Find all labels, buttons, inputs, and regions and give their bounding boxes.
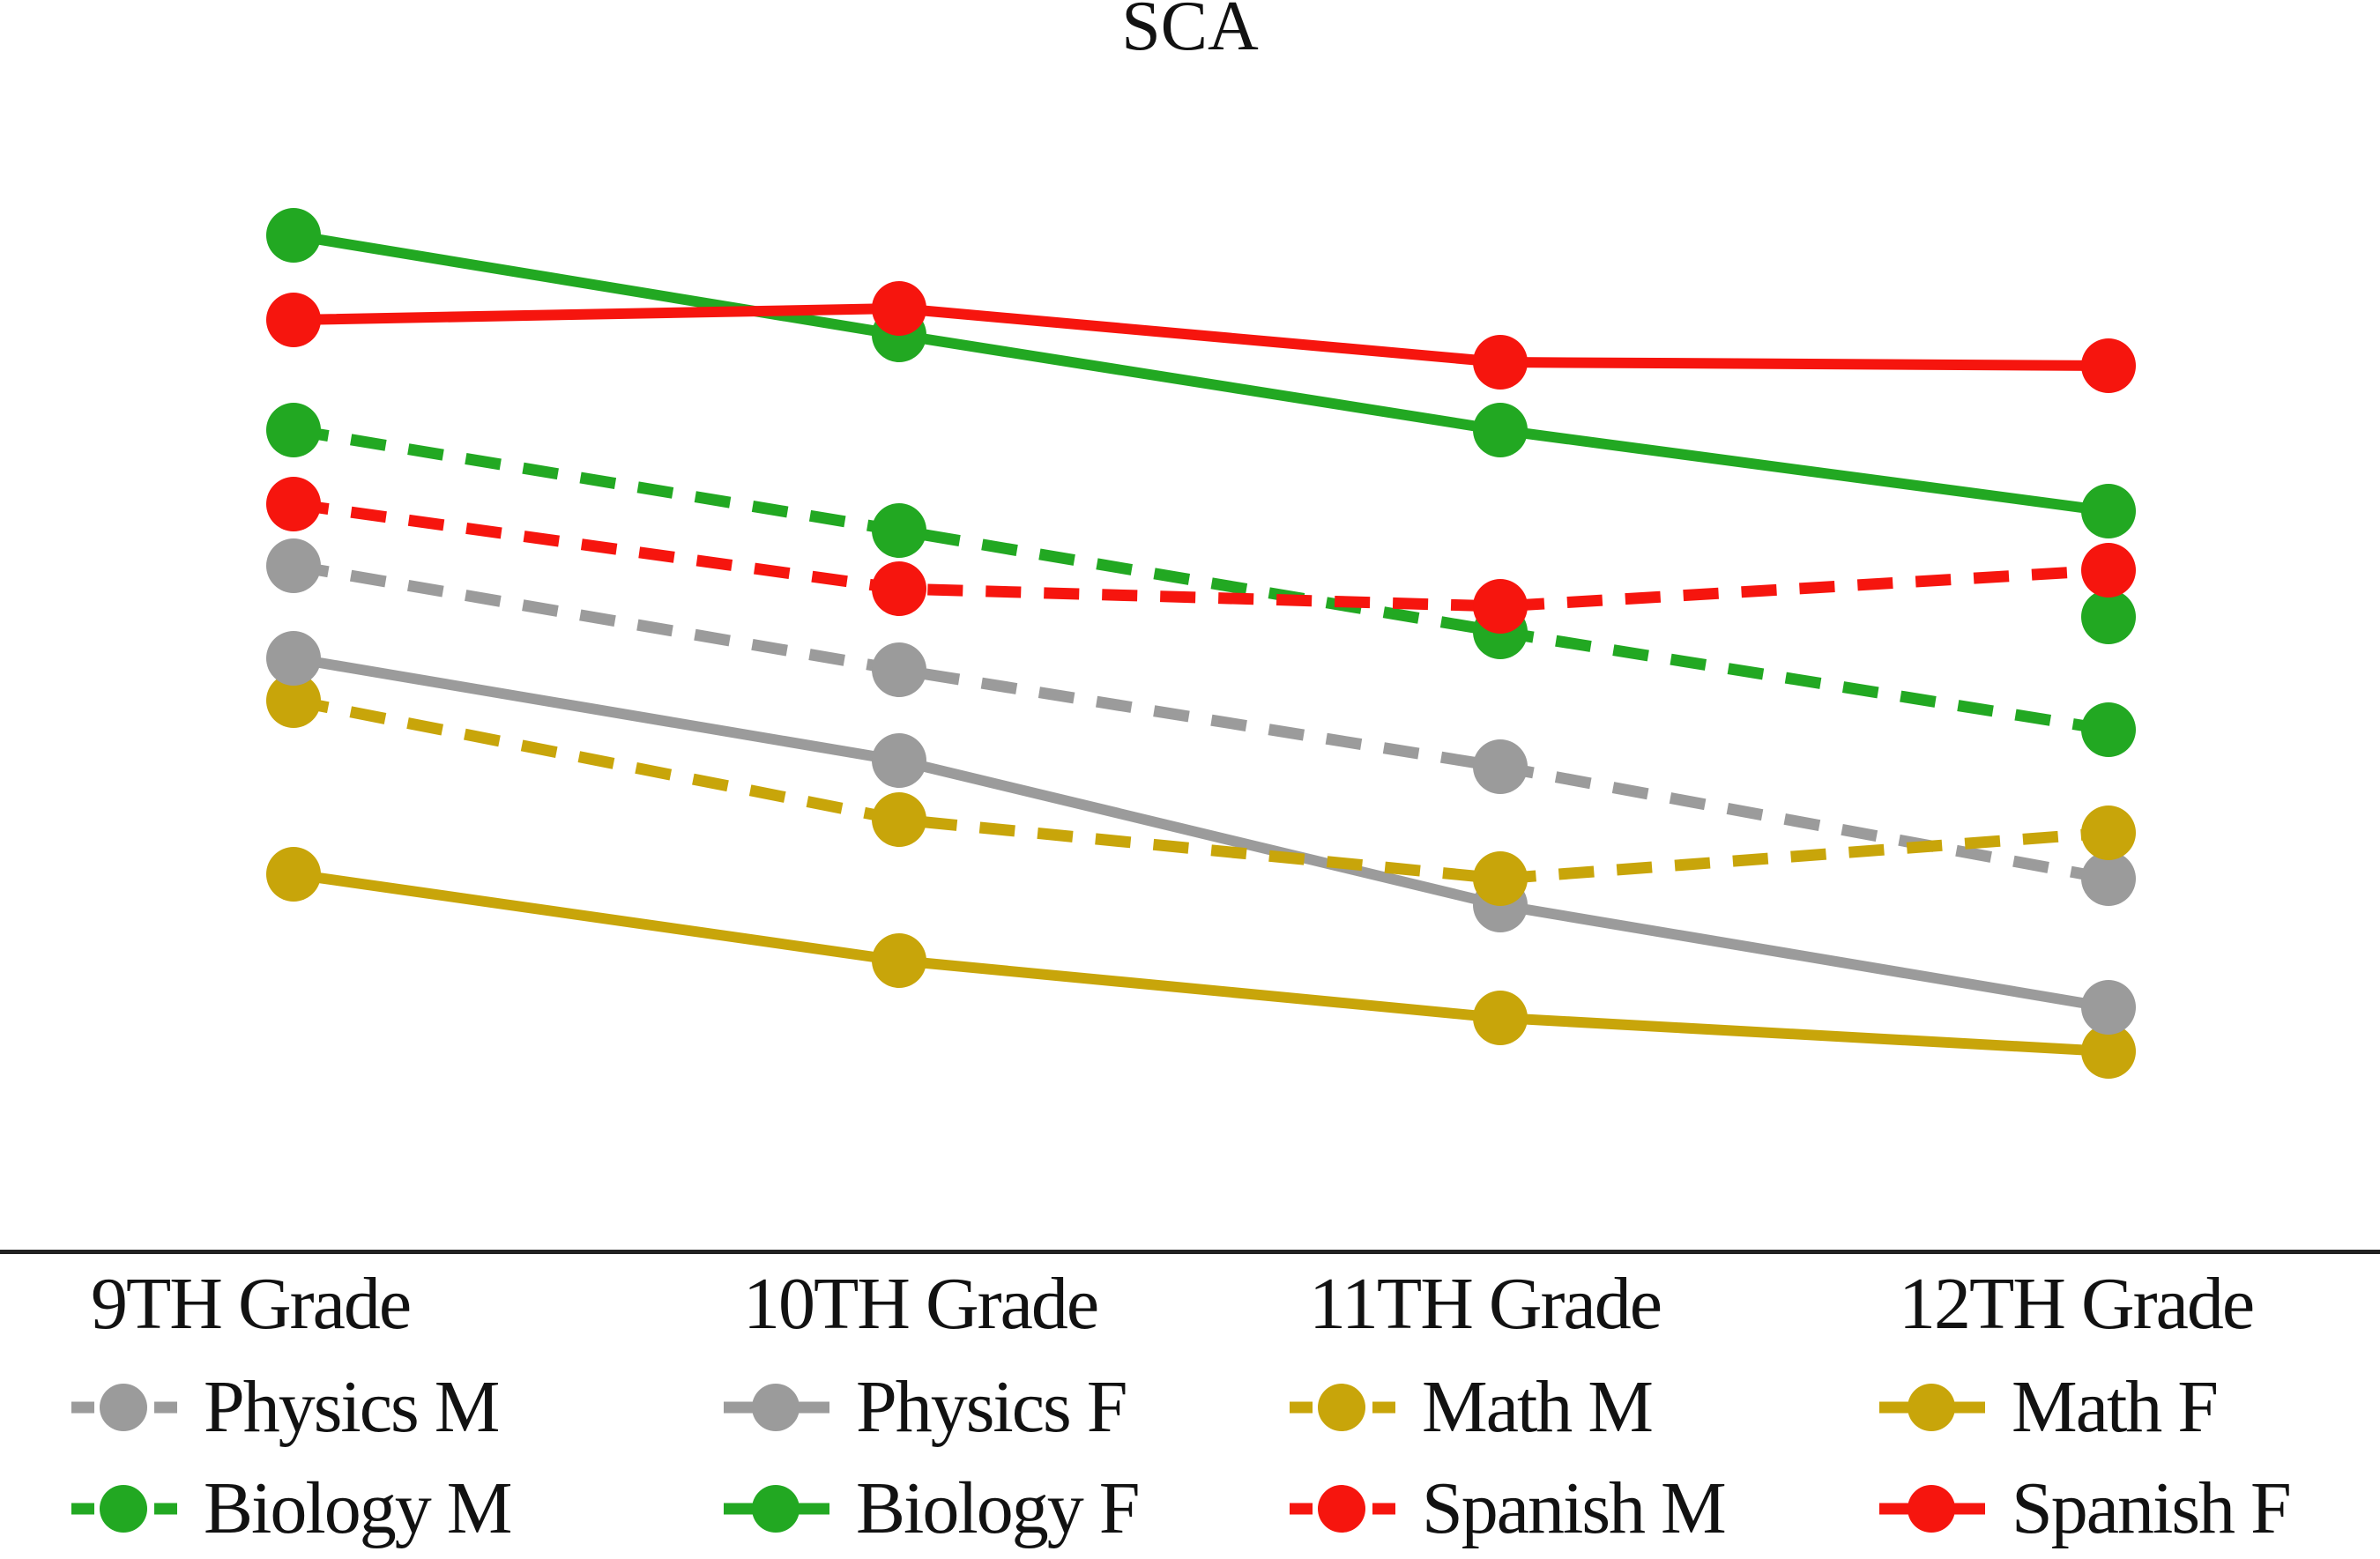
chart-title: SCA: [1121, 0, 1259, 65]
legend-item-spanish-m: Spanish M: [1287, 1469, 1869, 1548]
data-point-spanish-f: [1473, 335, 1528, 390]
series-swatch-icon: [1290, 1384, 1395, 1431]
series-line-math-f: [293, 869, 2109, 1057]
data-point-math-f: [872, 933, 926, 988]
series-line-spanish-f: [293, 302, 2109, 371]
data-point-math-f: [266, 847, 321, 902]
legend-column-12th: 12TH Grade Math F Spanish F: [1877, 1267, 2380, 1559]
data-point-biology-m: [872, 503, 926, 558]
legend-column-11th: 11TH Grade Math M Spanish M: [1287, 1267, 1869, 1559]
series-swatch-icon: [71, 1384, 177, 1431]
series-label: Biology F: [856, 1467, 1140, 1549]
legend-item-biology-m: Biology M: [69, 1469, 651, 1548]
data-point-math-m: [2081, 805, 2136, 860]
data-point-biology-f: [266, 208, 321, 263]
series-label: Spanish M: [1422, 1467, 1727, 1549]
series-label: Spanish F: [2012, 1467, 2292, 1549]
legend-item-physics-f: Physics F: [721, 1368, 1303, 1447]
series-swatch-icon: [1290, 1485, 1395, 1533]
series-line-physics-f: [293, 653, 2109, 1013]
legend-header-9th-grade: 9TH Grade: [91, 1263, 412, 1345]
series-line-spanish-m: [293, 498, 2109, 612]
data-point-physics-m: [872, 642, 926, 697]
data-point-biology-m: [2081, 702, 2136, 757]
legend-column-10th: 10TH Grade Physics F Biology F: [721, 1267, 1303, 1559]
series-line-biology-f: [293, 230, 2109, 516]
data-point-spanish-f: [266, 293, 321, 347]
data-point-math-f: [1473, 991, 1528, 1045]
legend-item-physics-m: Physics M: [69, 1368, 651, 1447]
data-point-physics-m: [2081, 851, 2136, 906]
legend-items: Physics F Biology F: [721, 1368, 1303, 1548]
data-point-physics-m: [266, 538, 321, 593]
data-point-biology-m: [266, 403, 321, 457]
series-label: Physics F: [856, 1366, 1127, 1448]
series-label: Biology M: [204, 1467, 512, 1549]
series-swatch-icon: [71, 1485, 177, 1533]
series-line-biology-m: [292, 424, 2110, 736]
data-point-math-m: [872, 792, 926, 847]
data-point-spanish-f: [2081, 338, 2136, 393]
data-point-spanish-m: [2081, 543, 2136, 598]
legend-item-biology-f: Biology F: [721, 1469, 1303, 1548]
legend-item-math-f: Math F: [1877, 1368, 2380, 1447]
data-point-spanish-m: [872, 561, 926, 616]
legend-item-spanish-f: Spanish F: [1877, 1469, 2380, 1548]
legend-header-12th-grade: 12TH Grade: [1899, 1263, 2255, 1345]
series-swatch-icon: [724, 1485, 829, 1533]
data-point-physics-f: [872, 733, 926, 788]
series-swatch-icon: [1879, 1384, 1985, 1431]
data-point-math-m: [266, 673, 321, 728]
series-label: Math M: [1422, 1366, 1654, 1448]
legend-items: Physics M Biology M: [69, 1368, 651, 1548]
series-line-physics-m: [292, 560, 2110, 885]
data-point-physics-f: [266, 631, 321, 686]
series-label: Physics M: [204, 1366, 500, 1448]
data-point-math-m: [1473, 851, 1528, 906]
series-line-math-m: [292, 694, 2109, 885]
data-point-spanish-m: [266, 477, 321, 531]
legend-separator-line: [0, 1250, 2380, 1254]
series-swatch-icon: [1879, 1485, 1985, 1533]
legend-item-math-m: Math M: [1287, 1368, 1869, 1447]
data-point-spanish-f: [872, 281, 926, 336]
data-point-physics-m: [1473, 739, 1528, 794]
data-point-biology-f: [2081, 484, 2136, 538]
series-label: Math F: [2012, 1366, 2219, 1448]
data-point-biology-f: [1473, 403, 1528, 457]
series-swatch-icon: [724, 1384, 829, 1431]
legend-header-10th-grade: 10TH Grade: [743, 1263, 1099, 1345]
chart-plot-area: [266, 208, 2136, 1079]
data-point-math-f: [2081, 1024, 2136, 1079]
legend-column-9th: 9TH Grade Physics M Biology M: [69, 1267, 651, 1559]
legend-header-11th-grade: 11TH Grade: [1309, 1263, 1662, 1345]
data-point-extra: [2081, 590, 2136, 644]
data-point-physics-f: [2081, 980, 2136, 1035]
legend-items: Math M Spanish M: [1287, 1368, 1869, 1548]
legend-items: Math F Spanish F: [1877, 1368, 2380, 1548]
data-point-spanish-m: [1473, 579, 1528, 634]
